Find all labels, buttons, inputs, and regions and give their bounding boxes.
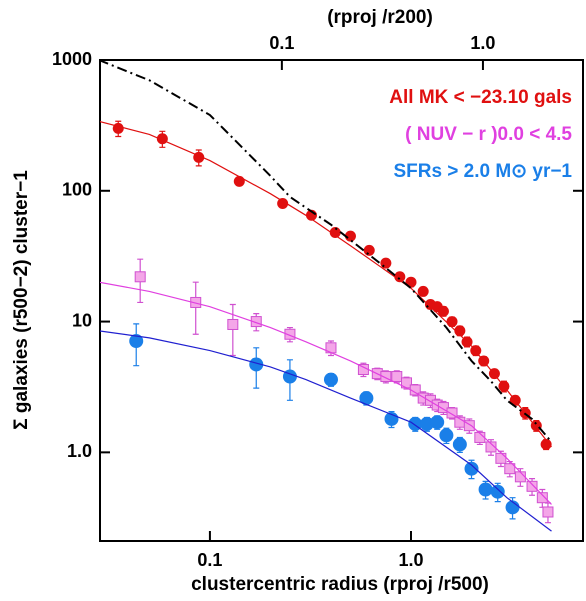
marker: [439, 428, 454, 443]
top-axis-label: (rproj /r200): [327, 7, 433, 28]
marker: [380, 371, 392, 383]
marker: [542, 506, 554, 518]
marker: [394, 271, 406, 283]
marker: [446, 407, 458, 419]
marker: [485, 441, 497, 453]
y-tick-label: 100: [62, 180, 92, 200]
marker: [284, 328, 296, 340]
fit-line: [100, 330, 552, 532]
y-axis-label: Σ galaxies (r500−2) cluster−1: [11, 170, 32, 430]
marker: [419, 416, 434, 431]
marker: [452, 437, 467, 452]
marker: [463, 420, 475, 432]
legend-label: All MK < −23.10 gals: [389, 87, 572, 108]
marker: [437, 305, 449, 317]
marker: [526, 480, 538, 492]
legend-label: SFRs > 2.0 M⊙ yr−1: [393, 161, 572, 182]
marker: [490, 484, 505, 499]
error-bar: [229, 303, 236, 357]
marker: [112, 122, 124, 134]
marker: [464, 461, 479, 476]
marker: [129, 334, 144, 349]
marker: [380, 257, 392, 269]
marker: [495, 452, 507, 464]
marker: [227, 318, 239, 330]
x2-tick-label: 1.0: [470, 33, 495, 53]
marker: [536, 492, 548, 504]
fit-line: [100, 281, 552, 505]
y-tick-label: 10: [72, 310, 92, 330]
marker: [233, 175, 245, 187]
marker: [454, 325, 466, 337]
y-tick-label: 1000: [52, 49, 92, 69]
marker: [134, 271, 146, 283]
plot-frame: [99, 59, 584, 542]
x-axis-label: clustercentric radius (rproj /r500): [191, 574, 489, 595]
marker: [359, 391, 374, 406]
marker: [417, 285, 429, 297]
x-tick-label: 1.0: [398, 550, 423, 570]
marker: [344, 230, 356, 242]
marker: [277, 197, 289, 209]
x2-tick-label: 0.1: [269, 33, 294, 53]
marker: [430, 415, 445, 430]
error-bar: [192, 281, 199, 335]
marker: [323, 372, 338, 387]
marker: [329, 226, 341, 238]
marker: [391, 371, 403, 383]
model-line: [100, 60, 553, 443]
x-tick-label: 0.1: [197, 550, 222, 570]
legend-label: ( NUV − r )0.0 < 4.5: [405, 124, 572, 145]
marker: [446, 316, 458, 328]
fit-line: [100, 120, 552, 448]
marker: [249, 357, 264, 372]
marker: [478, 482, 493, 497]
marker: [540, 438, 552, 450]
marker: [504, 463, 516, 475]
marker: [363, 244, 375, 256]
y-tick-label: 1.0: [67, 441, 92, 461]
marker: [514, 471, 526, 483]
